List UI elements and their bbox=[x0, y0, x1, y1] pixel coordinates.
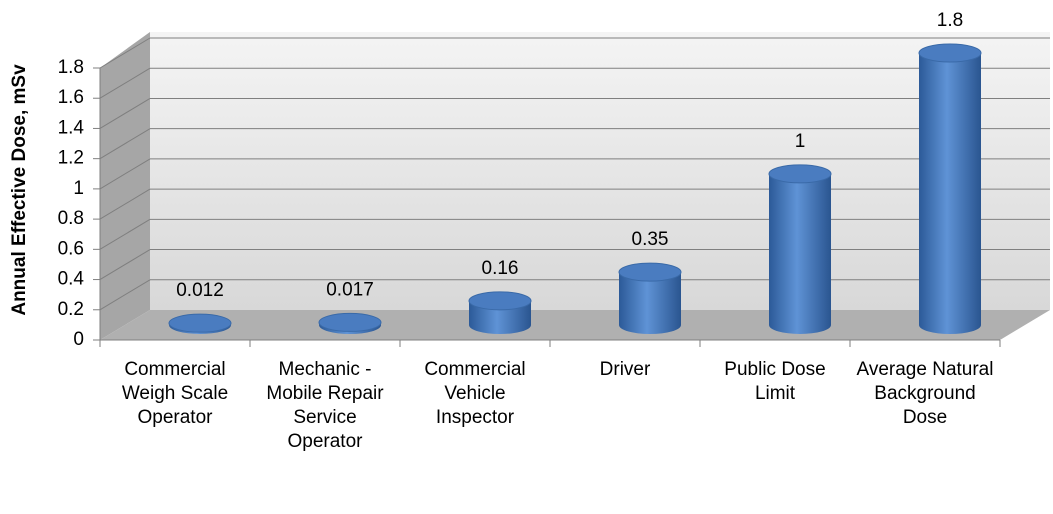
value-label: 0.017 bbox=[326, 279, 374, 300]
cylinder-top bbox=[768, 164, 832, 184]
grid bbox=[99, 37, 1050, 311]
grid-line-side bbox=[99, 279, 151, 311]
x-tick-label: Average Natural Background Dose bbox=[856, 359, 994, 428]
value-label: 0.16 bbox=[482, 258, 519, 279]
cylinder-body bbox=[769, 173, 831, 334]
y-tick-label: 1.2 bbox=[58, 148, 84, 169]
value-label: 1 bbox=[795, 131, 806, 152]
y-tick-label: 0.6 bbox=[58, 238, 84, 259]
x-tick-label: Commercial Weigh Scale Operator bbox=[121, 359, 229, 428]
value-label: 0.012 bbox=[176, 280, 224, 301]
cylinder-top bbox=[168, 313, 232, 333]
grid-line-side bbox=[99, 158, 151, 190]
y-tick-label: 1.8 bbox=[58, 57, 84, 78]
cylinder-body bbox=[619, 272, 681, 334]
value-label: 0.35 bbox=[632, 229, 669, 250]
x-tick-label: Mechanic - Mobile Repair Service Operato… bbox=[266, 359, 384, 452]
floor bbox=[100, 310, 1050, 340]
cylinder-top bbox=[618, 262, 682, 282]
grid-line-side bbox=[99, 249, 151, 280]
y-tick-label: 0 bbox=[73, 329, 84, 350]
y-tick-label: 0.2 bbox=[58, 299, 84, 320]
value-label: 1.8 bbox=[937, 10, 963, 31]
y-tick-label: 1.6 bbox=[58, 87, 84, 108]
cylinder-top bbox=[318, 312, 382, 332]
grid-line-side bbox=[99, 188, 151, 220]
cylinder-top bbox=[468, 291, 532, 311]
cylinder-top bbox=[918, 43, 982, 63]
y-tick-label: 1 bbox=[73, 178, 84, 199]
y-tick-label: 0.4 bbox=[58, 269, 85, 290]
y-tick-label: 1.4 bbox=[58, 117, 85, 138]
grid-line-side bbox=[99, 37, 151, 69]
x-tick-label: Public Dose Limit bbox=[724, 359, 826, 404]
grid-line-side bbox=[99, 98, 151, 129]
x-ticks bbox=[99, 340, 1001, 347]
cylinder-body bbox=[919, 53, 981, 334]
grid-line-side bbox=[99, 67, 151, 99]
grid-line-side bbox=[99, 128, 151, 160]
y-axis-title: Annual Effective Dose, mSv bbox=[9, 64, 30, 316]
grid-line-side bbox=[99, 218, 151, 250]
side-wall bbox=[100, 32, 150, 340]
y-tick-label: 0.8 bbox=[58, 208, 84, 229]
x-tick-label: Driver bbox=[599, 359, 651, 380]
x-tick-label: Commercial Vehicle Inspector bbox=[424, 359, 526, 428]
back-wall bbox=[150, 32, 1050, 310]
